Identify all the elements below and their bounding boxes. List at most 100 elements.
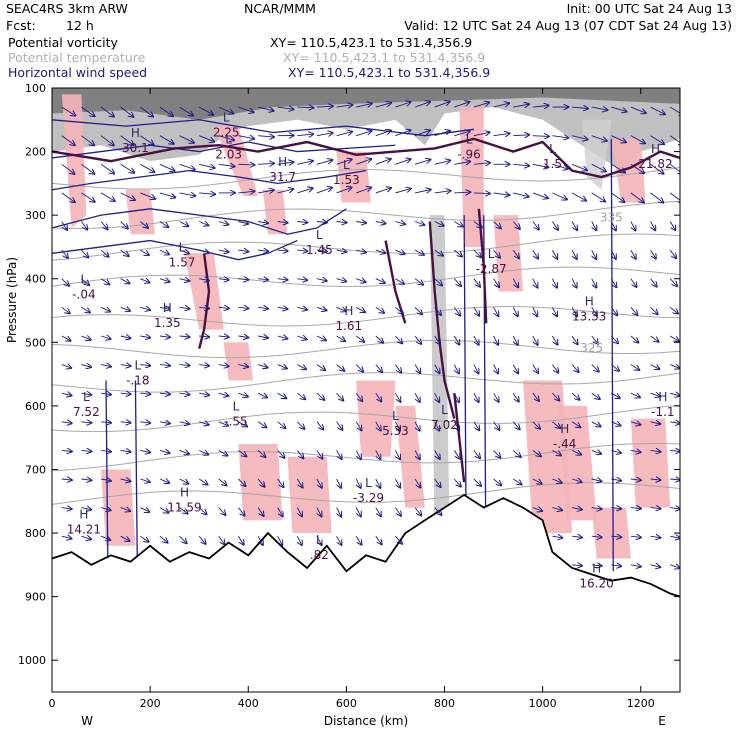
wind-vector-328 — [218, 393, 229, 396]
wind-vector-131 — [120, 221, 128, 229]
wind-vector-274 — [414, 335, 421, 344]
wind-vector-42 — [258, 136, 274, 137]
wind-vector-201 — [238, 279, 248, 280]
wind-vector-434 — [414, 478, 420, 488]
wind-vector-31 — [669, 106, 680, 115]
x-tick-label-4: 800 — [434, 697, 455, 710]
wind-vector-179 — [434, 249, 443, 256]
wind-vector-174 — [336, 250, 347, 252]
wind-vector-205 — [316, 279, 327, 281]
wind-vector-224 — [61, 306, 70, 313]
wind-vector-354 — [101, 422, 111, 423]
wind-vector-320 — [61, 393, 72, 395]
wind-vector-255 — [669, 306, 678, 313]
wind-vector-385 — [81, 450, 91, 451]
wind-vector-275 — [434, 335, 441, 344]
wind-vector-352 — [61, 422, 72, 424]
wind-vector-414 — [650, 450, 661, 451]
wind-vector-500 — [670, 536, 680, 538]
wind-vector-323 — [120, 393, 131, 394]
wind-vector-417 — [81, 479, 91, 480]
wind-vector-422 — [179, 478, 189, 484]
wind-vector-50 — [414, 130, 430, 137]
wind-vector-313 — [552, 364, 558, 373]
wind-vector-426 — [257, 478, 264, 487]
y-tick-label-1: 200 — [25, 146, 46, 159]
wind-contour-1 — [52, 169, 367, 191]
wind-vector-435 — [434, 478, 441, 487]
y-tick-label-5: 600 — [25, 400, 46, 413]
wind-vector-183 — [512, 249, 519, 258]
wind-vector-173 — [316, 250, 327, 251]
wind-vector-497 — [611, 536, 621, 537]
wind-vector-349 — [630, 393, 640, 397]
pv-extremum-value-10: -2.87 — [476, 262, 507, 276]
valid-time: Valid: 12 UTC Sat 24 Aug 13 (07 CDT Sat … — [404, 18, 732, 33]
wind-vector-360 — [218, 422, 228, 426]
wind-vector-192 — [61, 278, 69, 286]
wind-vector-449 — [81, 508, 91, 510]
wind-vector-287 — [669, 335, 679, 341]
wind-vector-200 — [218, 279, 229, 280]
wind-vector-284 — [610, 335, 618, 343]
wind-vector-493 — [395, 535, 402, 544]
wind-vector-5 — [159, 106, 173, 116]
x-axis-title: Distance (km) — [324, 714, 408, 728]
wind-vector-482 — [179, 535, 187, 543]
wind-vector-120 — [532, 192, 548, 198]
pv-extremum-type-23: H — [180, 485, 189, 499]
wind-vector-69 — [159, 163, 175, 171]
wind-vector-444 — [611, 479, 621, 481]
wind-vector-348 — [611, 392, 620, 398]
wind-vector-196 — [140, 279, 149, 283]
wind-vector-1 — [81, 106, 94, 116]
pv-extremum-value-15: -.18 — [126, 373, 149, 387]
wind-vector-62 — [650, 135, 665, 145]
wind-vector-440 — [532, 478, 542, 484]
wind-vector-410 — [571, 450, 581, 454]
wind-vector-380 — [611, 422, 620, 426]
wind-vector-243 — [434, 307, 441, 315]
wind-vector-106 — [258, 190, 274, 193]
wind-vector-171 — [277, 250, 288, 251]
wind-vector-478 — [100, 536, 110, 540]
wind-speed-shading-0 — [61, 94, 87, 228]
wind-vector-412 — [611, 450, 621, 453]
wind-vector-118 — [493, 193, 510, 195]
wind-vector-195 — [120, 278, 130, 284]
wind-vector-293 — [159, 365, 170, 366]
wind-vector-495 — [572, 536, 582, 537]
wind-vector-269 — [316, 336, 326, 340]
wind-vector-263 — [199, 336, 209, 337]
wind-vector-406 — [493, 450, 501, 457]
wind-vector-206 — [336, 279, 347, 282]
wind-vector-103 — [199, 193, 215, 194]
wind-vector-185 — [552, 249, 557, 259]
wind-vector-68 — [140, 163, 154, 172]
wind-speed-shading-17 — [101, 469, 136, 546]
model-title: SEAC4RS 3km ARW — [6, 1, 128, 16]
wind-vector-212 — [453, 278, 461, 286]
wind-vector-236 — [297, 307, 307, 309]
wind-vector-177 — [395, 250, 404, 254]
wind-vector-450 — [100, 508, 111, 511]
pv-extremum-value-18: 5.33 — [382, 424, 409, 438]
wind-vector-78 — [336, 159, 352, 165]
wind-vector-7 — [198, 106, 213, 115]
wind-vector-142 — [336, 222, 347, 223]
pv-extremum-type-3: H — [278, 155, 287, 169]
wind-vector-461 — [316, 507, 322, 517]
wind-vector-388 — [140, 450, 150, 452]
terrain-line — [52, 493, 680, 598]
wind-vector-26 — [572, 107, 588, 108]
wind-vector-36 — [140, 135, 153, 145]
wind-vector-91 — [591, 163, 606, 171]
wind-vector-41 — [238, 136, 254, 139]
wind-vector-167 — [199, 250, 209, 253]
wind-vector-502 — [591, 565, 602, 566]
wind-speed-shading-13 — [557, 405, 597, 521]
wind-vector-172 — [297, 250, 307, 251]
wind-vector-322 — [101, 393, 111, 394]
wind-vector-345 — [552, 392, 559, 400]
